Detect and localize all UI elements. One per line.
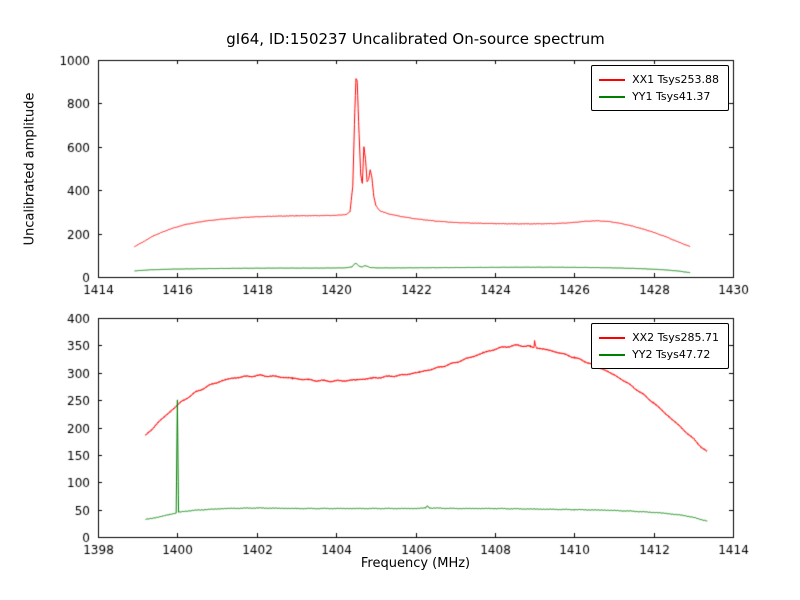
legend-entry: XX1 Tsys253.88: [599, 71, 719, 88]
legend-entry: YY1 Tsys41.37: [599, 88, 719, 105]
legend-entry: YY2 Tsys47.72: [599, 346, 719, 363]
legend-label: XX1 Tsys253.88: [632, 73, 719, 86]
legend-line-sample-red: [599, 78, 626, 81]
x-axis-label: Frequency (MHz): [360, 556, 471, 571]
legend-line-sample-red: [599, 336, 626, 339]
legend-bottom-plot: XX2 Tsys285.71 YY2 Tsys47.72: [591, 323, 729, 369]
legend-line-sample-green: [599, 353, 626, 356]
legend-label: YY1 Tsys41.37: [632, 90, 711, 103]
chart-title: gI64, ID:150237 Uncalibrated On-source s…: [226, 30, 605, 48]
legend-line-sample-green: [599, 95, 626, 98]
y-axis-label: Uncalibrated amplitude: [22, 92, 38, 246]
legend-top-plot: XX1 Tsys253.88 YY1 Tsys41.37: [591, 65, 729, 111]
legend-label: YY2 Tsys47.72: [632, 348, 711, 361]
legend-label: XX2 Tsys285.71: [632, 331, 719, 344]
legend-entry: XX2 Tsys285.71: [599, 329, 719, 346]
